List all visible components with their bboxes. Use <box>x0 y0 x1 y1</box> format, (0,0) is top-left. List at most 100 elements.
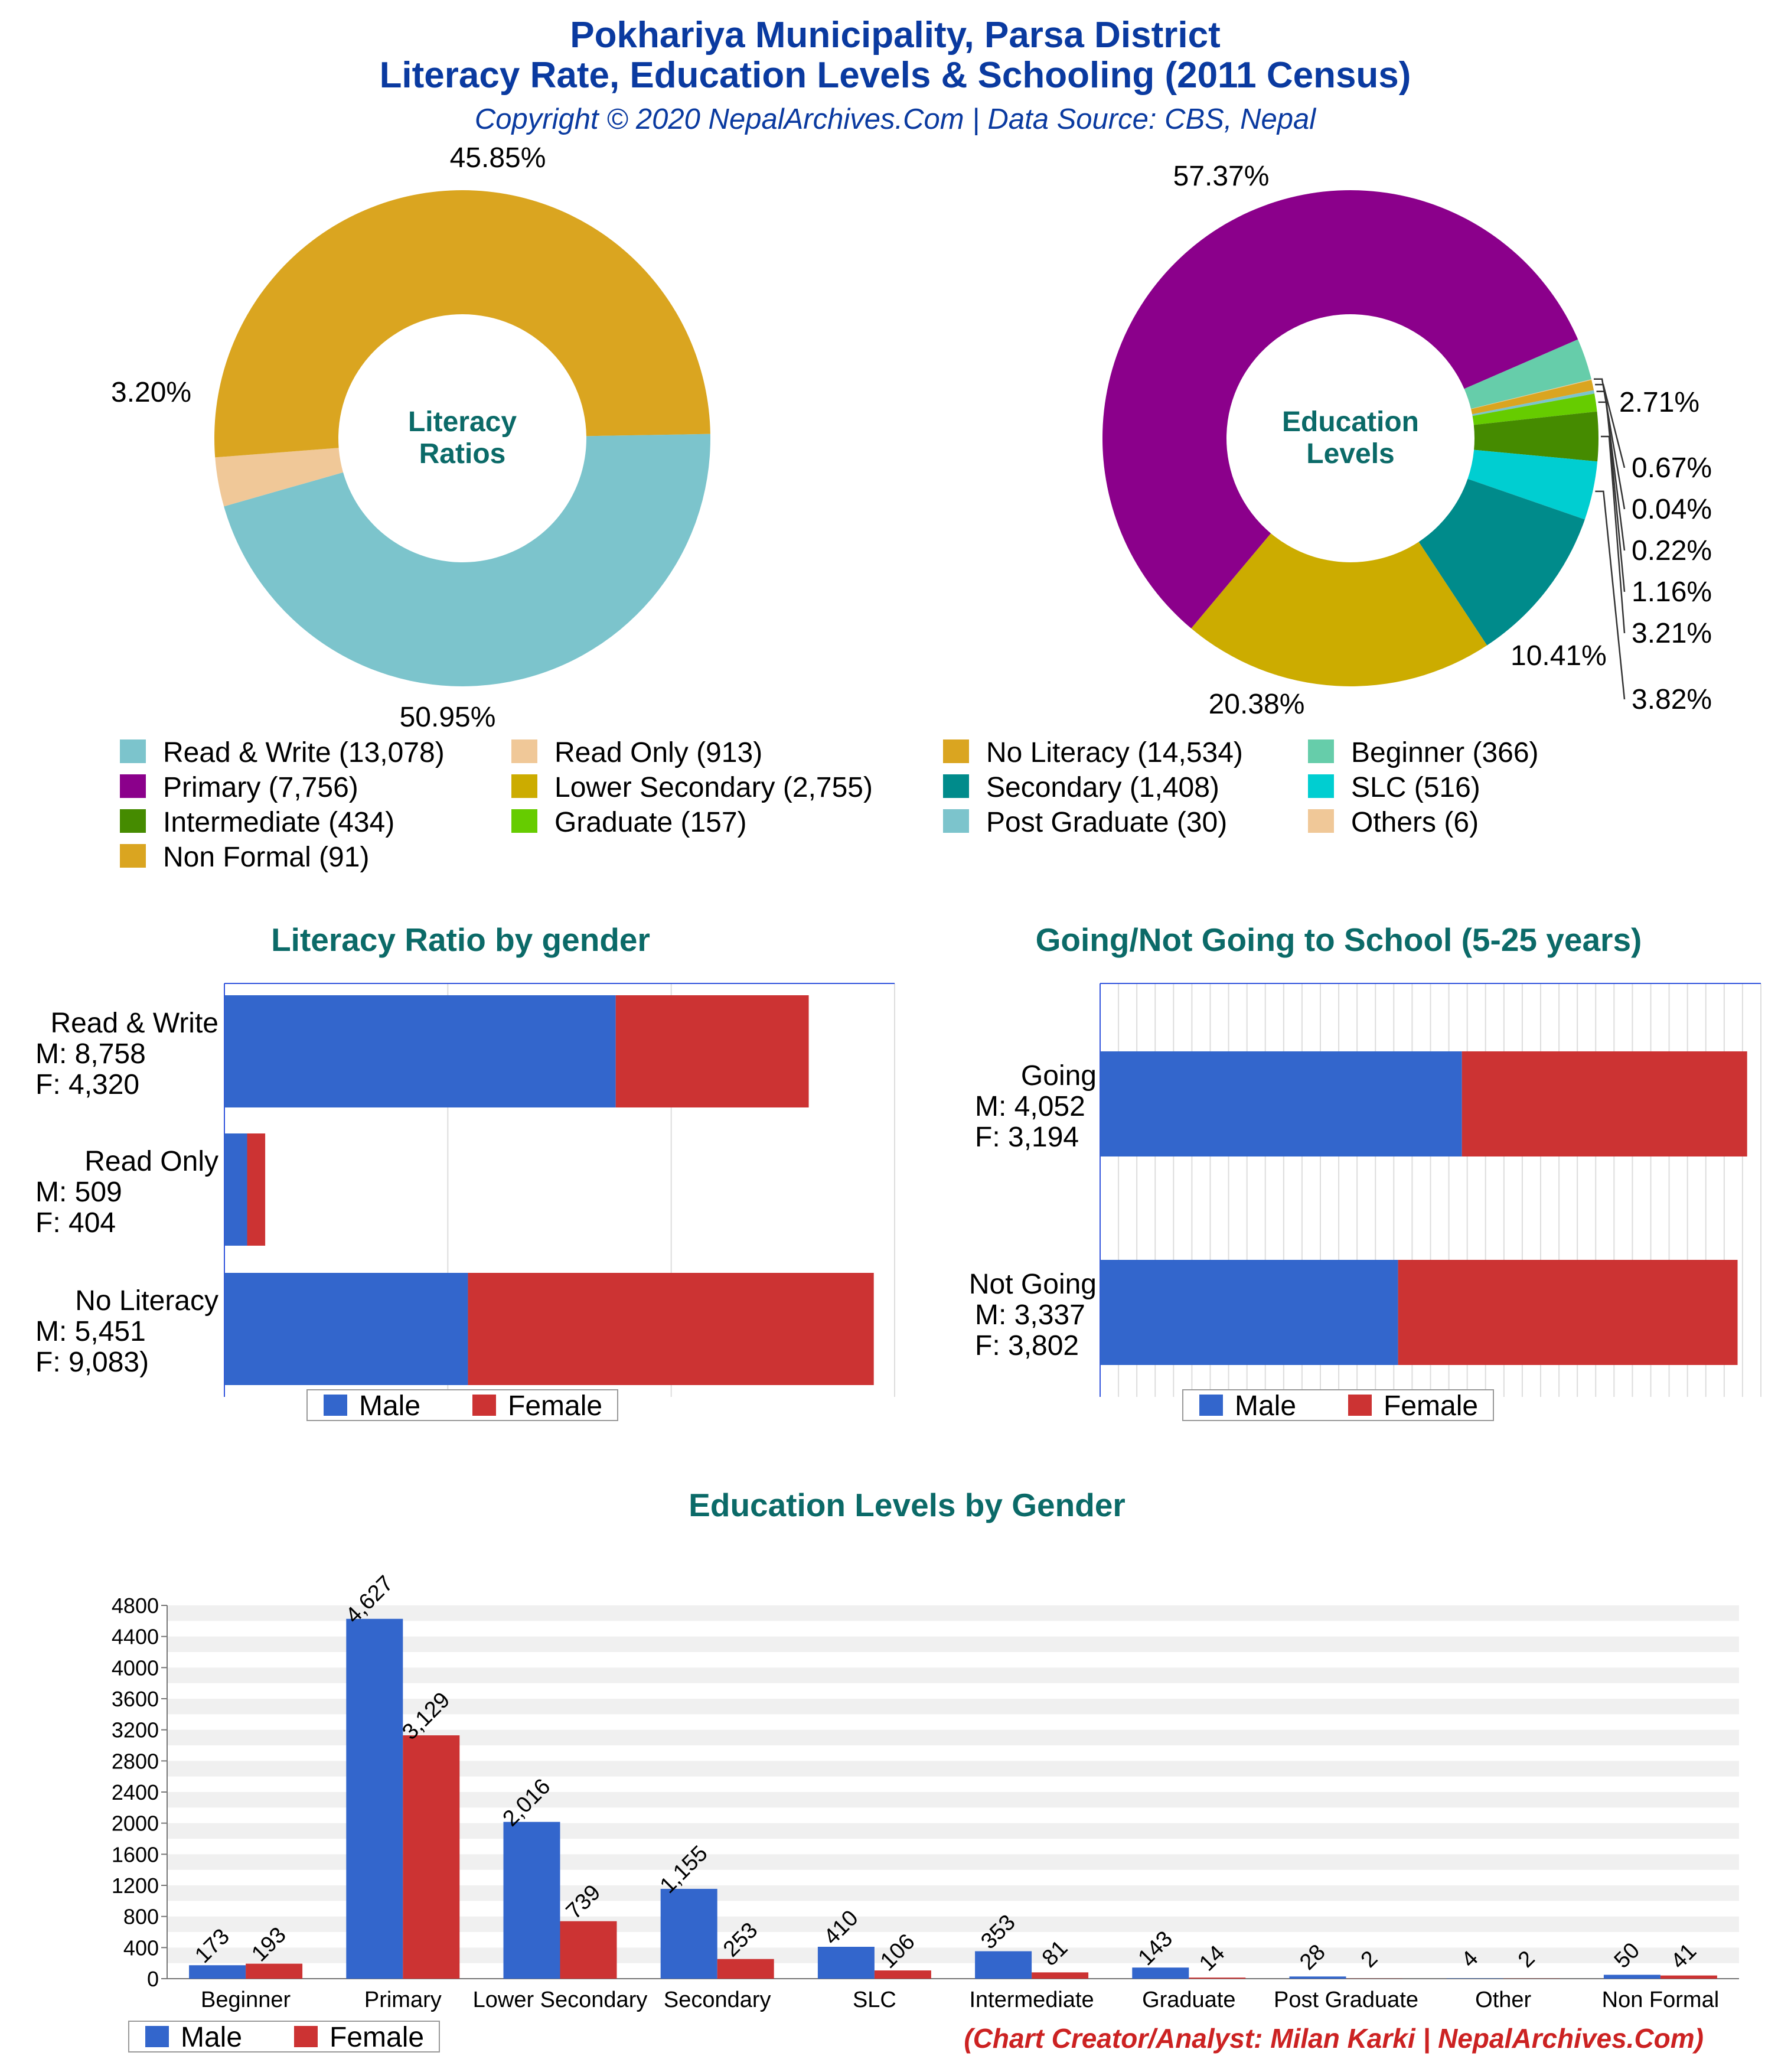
category-label: Going <box>1021 1060 1097 1092</box>
category-label: Read & Write <box>50 1008 218 1039</box>
category-label: No Literacy <box>75 1285 218 1317</box>
data-label: 50 <box>1610 1938 1645 1973</box>
y-tick-label: 800 <box>123 1905 159 1929</box>
data-label: 410 <box>819 1905 863 1950</box>
category-value-label: F: 9,083) <box>35 1347 149 1378</box>
donut-center-label: Levels <box>1306 438 1394 470</box>
donut-leader-line <box>1598 401 1626 592</box>
donut-percent-label: 50.95% <box>400 702 496 733</box>
bar-male <box>189 1965 246 1979</box>
donut-slice-lower-secondary <box>1191 533 1487 687</box>
bar-male <box>346 1618 403 1979</box>
title-line-2: Literacy Rate, Education Levels & School… <box>380 55 1411 96</box>
donut-slice-non-formal <box>1471 380 1594 415</box>
y-tick-label: 4400 <box>112 1625 159 1649</box>
bar-female <box>717 1959 774 1979</box>
bar-male <box>1603 1975 1660 1979</box>
legend-swatch-female <box>294 2026 318 2047</box>
donut-percent-label: 3.21% <box>1632 618 1712 649</box>
donut-leader-line <box>1593 378 1626 510</box>
donut-percent-label: 10.41% <box>1511 640 1607 672</box>
y-tick-label: 400 <box>123 1936 159 1960</box>
legend-swatch <box>120 774 146 798</box>
donut-percent-label: 3.20% <box>111 377 191 408</box>
donut-center-label: Ratios <box>419 438 506 470</box>
bar-male <box>1446 1978 1503 1979</box>
legend-swatch <box>120 844 146 868</box>
legend-label: Read & Write (13,078) <box>163 737 445 768</box>
literacy-by-gender-title: Literacy Ratio by gender <box>271 921 650 958</box>
bar-male <box>1100 1260 1398 1365</box>
legend-label-female: Female <box>508 1390 602 1422</box>
grid-band <box>167 1605 1739 1621</box>
x-category-label: Non Formal <box>1602 1988 1720 2012</box>
donut-percent-label: 3.82% <box>1632 684 1712 715</box>
legend-swatch-female <box>1348 1395 1372 1416</box>
legend-swatch <box>943 739 969 763</box>
legend-label: Secondary (1,408) <box>986 772 1219 803</box>
donut-leader-line <box>1600 435 1626 634</box>
legend-label: Others (6) <box>1351 807 1479 838</box>
data-label: 28 <box>1295 1940 1330 1975</box>
donut-percent-label: 0.67% <box>1632 452 1712 484</box>
legend-label: Non Formal (91) <box>163 842 369 873</box>
bar-male <box>1289 1976 1346 1979</box>
bar-male <box>1132 1967 1189 1979</box>
legend-swatch-female <box>472 1395 496 1416</box>
y-tick-label: 4800 <box>112 1594 159 1618</box>
donut-slice-graduate <box>1472 393 1597 425</box>
donut-percent-label: 0.22% <box>1632 535 1712 566</box>
credit-line: (Chart Creator/Analyst: Milan Karki | Ne… <box>964 2023 1704 2054</box>
category-label: Read Only <box>84 1146 218 1177</box>
legend-label-male: Male <box>181 2022 242 2053</box>
donut-percent-label: 2.71% <box>1619 387 1699 418</box>
y-tick-label: 2400 <box>112 1780 159 1804</box>
y-tick-label: 1600 <box>112 1842 159 1866</box>
x-category-label: Primary <box>364 1988 442 2012</box>
legend-label-female: Female <box>330 2022 424 2053</box>
bar-female <box>874 1970 931 1979</box>
donut-slice-primary <box>1102 190 1578 628</box>
donut-percent-label: 57.37% <box>1173 161 1270 192</box>
legend-swatch <box>511 739 537 763</box>
donut-center-label: Literacy <box>408 406 517 438</box>
legend-swatch <box>511 774 537 798</box>
legend-swatch <box>1308 739 1334 763</box>
donut-leader-line <box>1596 390 1626 551</box>
bar-male <box>660 1888 717 1979</box>
x-category-label: Post Graduate <box>1274 1988 1418 2012</box>
legend-label: Graduate (157) <box>554 807 747 838</box>
legend-label: Beginner (366) <box>1351 737 1539 768</box>
x-category-label: SLC <box>853 1988 896 2012</box>
donut-slice-read-write <box>224 434 711 687</box>
donut-slice-read-only <box>215 448 344 507</box>
bar-female <box>1032 1972 1089 1979</box>
bar-female <box>1398 1260 1738 1365</box>
legend-swatch <box>120 809 146 833</box>
category-value-label: M: 3,337 <box>975 1299 1085 1331</box>
school-going-title: Going/Not Going to School (5-25 years) <box>1036 921 1642 958</box>
category-value-label: F: 4,320 <box>35 1069 139 1100</box>
grid-band <box>167 1636 1739 1652</box>
title-line-1: Pokhariya Municipality, Parsa District <box>570 15 1220 56</box>
legend-label: Lower Secondary (2,755) <box>554 772 873 803</box>
donut-legend: Read & Write (13,078) Read Only (913) No L… <box>120 737 1539 873</box>
data-label: 143 <box>1134 1926 1178 1970</box>
legend-swatch-male <box>145 2026 169 2047</box>
legend-swatch-male <box>1199 1395 1223 1416</box>
bar-male <box>1100 1051 1462 1156</box>
legend-swatch <box>1308 774 1334 798</box>
x-category-label: Intermediate <box>969 1988 1094 2012</box>
legend-label: Post Graduate (30) <box>986 807 1227 838</box>
category-value-label: F: 3,194 <box>975 1122 1079 1153</box>
legend-label-female: Female <box>1384 1390 1478 1422</box>
bar-male <box>817 1947 875 1979</box>
data-label: 81 <box>1038 1936 1073 1971</box>
category-value-label: M: 5,451 <box>35 1316 146 1347</box>
legend-swatch <box>943 809 969 833</box>
bar-male <box>224 1273 468 1385</box>
x-category-label: Beginner <box>201 1988 291 2012</box>
